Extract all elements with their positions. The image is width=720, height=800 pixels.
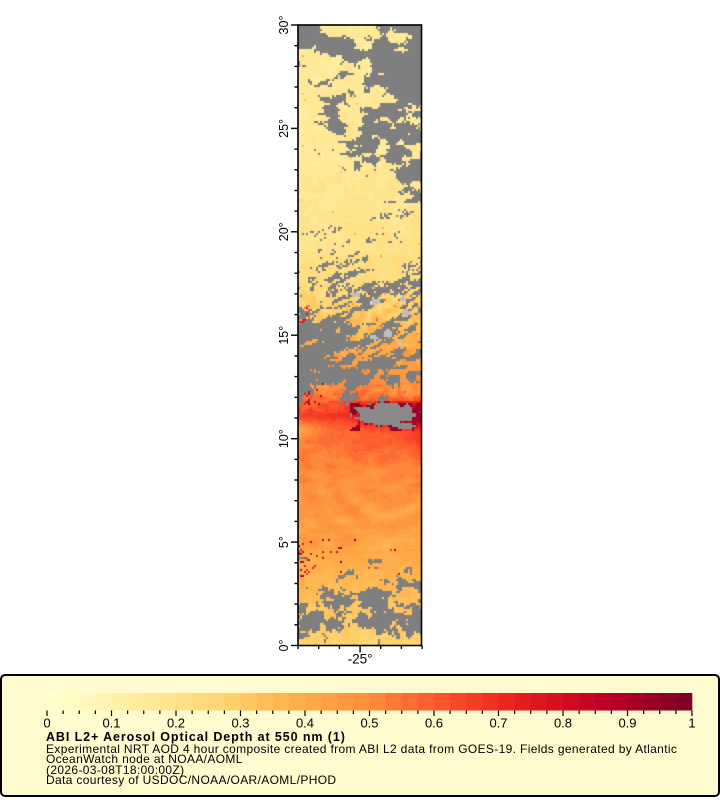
svg-text:-25°: -25° bbox=[348, 652, 373, 667]
svg-text:0°: 0° bbox=[277, 640, 291, 652]
svg-text:5°: 5° bbox=[277, 536, 291, 548]
svg-text:1: 1 bbox=[688, 716, 695, 731]
svg-text:0: 0 bbox=[43, 716, 50, 731]
svg-text:30°: 30° bbox=[277, 16, 291, 35]
svg-text:0.8: 0.8 bbox=[554, 716, 572, 731]
svg-text:20°: 20° bbox=[277, 222, 291, 241]
svg-text:0.1: 0.1 bbox=[102, 716, 120, 731]
svg-text:10°: 10° bbox=[277, 429, 291, 448]
svg-text:0.5: 0.5 bbox=[360, 716, 378, 731]
svg-text:0.7: 0.7 bbox=[489, 716, 507, 731]
svg-text:0.2: 0.2 bbox=[167, 716, 185, 731]
svg-text:0.3: 0.3 bbox=[231, 716, 249, 731]
svg-text:0.9: 0.9 bbox=[618, 716, 636, 731]
svg-text:0.6: 0.6 bbox=[425, 716, 443, 731]
svg-text:0.4: 0.4 bbox=[296, 716, 314, 731]
svg-text:15°: 15° bbox=[277, 326, 291, 345]
svg-text:25°: 25° bbox=[277, 119, 291, 138]
